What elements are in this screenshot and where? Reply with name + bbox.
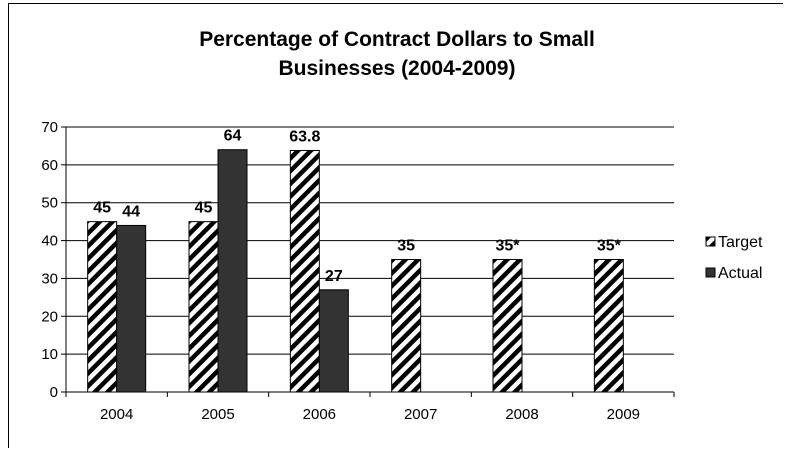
legend-label-actual: Actual xyxy=(718,265,762,282)
data-label-target: 35* xyxy=(597,238,622,255)
bar-actual xyxy=(116,224,147,393)
data-label-actual: 44 xyxy=(122,203,140,220)
bar-target xyxy=(492,259,523,393)
y-tick-label: 30 xyxy=(41,270,58,287)
bars xyxy=(87,149,624,393)
data-label-actual: 64 xyxy=(224,128,242,145)
legend: Target Actual xyxy=(705,234,763,282)
chart-title-line-2: Businesses (2004-2009) xyxy=(279,57,516,80)
x-tick-label: 2008 xyxy=(505,406,538,423)
x-tick-label: 2009 xyxy=(607,406,640,423)
data-label-target: 35 xyxy=(397,238,415,255)
y-tick-label: 10 xyxy=(41,346,58,363)
bar-target xyxy=(188,221,219,393)
y-tick-label: 40 xyxy=(41,233,58,250)
y-tick-label: 70 xyxy=(41,119,58,136)
y-tick-label: 50 xyxy=(41,195,58,212)
y-tick-label: 0 xyxy=(50,384,58,401)
bar-target xyxy=(87,221,118,393)
tick-labels: 0 10 20 30 40 50 60 70 2004 2005 2006 2007 2008 2009 xyxy=(41,119,640,423)
data-label-actual: 27 xyxy=(325,268,343,285)
bar-target xyxy=(289,149,320,393)
bar-actual xyxy=(217,149,248,393)
y-tick-label: 60 xyxy=(41,157,58,174)
legend-swatch-actual xyxy=(705,267,716,278)
data-labels: 45 44 45 64 63.8 27 35 35* 35* xyxy=(93,128,621,285)
axes xyxy=(61,126,675,397)
bar-target xyxy=(391,259,422,393)
y-tick-label: 20 xyxy=(41,308,58,325)
legend-label-target: Target xyxy=(718,234,763,251)
bar-target xyxy=(593,259,624,393)
gridlines xyxy=(66,126,674,355)
x-tick-label: 2004 xyxy=(100,406,133,423)
bar-actual xyxy=(318,289,349,393)
chart-frame xyxy=(8,3,783,448)
data-label-target: 63.8 xyxy=(289,128,320,145)
chart-title-line-1: Percentage of Contract Dollars to Small xyxy=(199,28,595,51)
x-tick-label: 2005 xyxy=(201,406,234,423)
legend-swatch-target xyxy=(705,236,716,247)
data-label-target: 35* xyxy=(495,238,520,255)
x-tick-label: 2007 xyxy=(404,406,437,423)
data-label-target: 45 xyxy=(93,200,111,217)
x-tick-label: 2006 xyxy=(303,406,336,423)
data-label-target: 45 xyxy=(195,200,213,217)
